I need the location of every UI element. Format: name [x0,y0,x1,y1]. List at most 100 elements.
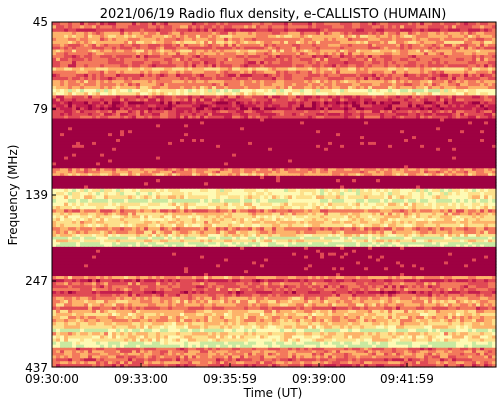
heatmap-cell [184,70,189,75]
heatmap-cell [68,110,73,114]
heatmap-cell [172,86,177,90]
heatmap-cell [300,40,305,45]
heatmap-cell [100,64,105,69]
heatmap-cell [184,43,189,48]
heatmap-cell [128,67,133,72]
heatmap-cell [340,86,345,90]
heatmap-cell [492,86,497,90]
heatmap-cell [308,25,313,30]
heatmap-cell [264,115,269,120]
heatmap-cell [144,92,149,97]
heatmap-cell [236,49,241,53]
heatmap-cell [428,86,433,90]
heatmap-cell [224,83,229,87]
heatmap-cell [456,112,461,117]
heatmap-cell [392,28,397,33]
heatmap-cell [388,112,393,117]
heatmap-cell [76,70,81,75]
heatmap-cell [88,83,93,87]
heatmap-cell [288,92,293,97]
heatmap-cell [472,31,477,36]
heatmap-cell [112,83,117,87]
heatmap-cell [328,55,333,59]
heatmap-cell [268,98,273,103]
heatmap-cell [256,92,261,97]
heatmap-cell [272,31,277,36]
heatmap-cell [216,121,221,125]
heatmap-cell [56,86,61,90]
heatmap-cell [412,67,417,72]
heatmap-cell [468,104,473,109]
heatmap-cell [68,92,73,97]
heatmap-cell [376,118,381,123]
heatmap-cell [368,70,373,75]
heatmap-cell [88,40,93,45]
heatmap-cell [372,73,377,78]
heatmap-cell [52,118,57,123]
heatmap-cell [372,83,377,87]
heatmap-cell [256,115,261,120]
heatmap-cell [296,110,301,114]
heatmap-cell [208,43,213,48]
heatmap-cell [340,70,345,75]
heatmap-cell [324,28,329,33]
heatmap-cell [484,101,489,106]
heatmap-cell [352,89,357,93]
heatmap-cell [448,118,453,123]
heatmap-cell [492,121,497,125]
heatmap-cell [256,52,261,56]
heatmap-cell [260,83,265,87]
heatmap-cell [396,34,401,39]
heatmap-cell [92,104,97,109]
heatmap-cell [104,40,109,45]
heatmap-cell [416,67,421,72]
heatmap-cell [376,83,381,87]
heatmap-cell [112,64,117,69]
heatmap-cell [140,92,145,97]
heatmap-cell [224,52,229,56]
heatmap-cell [336,52,341,56]
heatmap-cell [80,52,85,56]
heatmap-cell [460,49,465,53]
heatmap-cell [212,76,217,81]
heatmap-cell [124,31,129,36]
heatmap-cell [444,61,449,65]
heatmap-cell [136,95,141,100]
heatmap-cell [64,37,69,42]
heatmap-cell [128,73,133,78]
heatmap-cell [440,67,445,72]
heatmap-cell [224,67,229,72]
heatmap-cell [352,25,357,30]
heatmap-cell [424,76,429,81]
heatmap-cell [456,104,461,109]
heatmap-cell [324,49,329,53]
heatmap-cell [292,49,297,53]
heatmap-cell [104,34,109,39]
heatmap-cell [400,49,405,53]
heatmap-cell [392,70,397,75]
heatmap-cell [452,31,457,36]
heatmap-cell [64,57,69,62]
heatmap-cell [88,121,93,125]
heatmap-cell [112,57,117,62]
heatmap-cell [144,76,149,81]
heatmap-cell [360,49,365,53]
heatmap-cell [476,37,481,42]
heatmap-cell [400,73,405,78]
heatmap-cell [96,64,101,69]
heatmap-cell [292,28,297,33]
heatmap-cell [176,110,181,114]
heatmap-cell [288,43,293,48]
heatmap-cell [156,40,161,45]
heatmap-cell [436,40,441,45]
heatmap-cell [420,101,425,106]
heatmap-cell [384,57,389,62]
heatmap-cell [396,64,401,69]
heatmap-cell [380,98,385,103]
heatmap-cell [340,121,345,125]
heatmap-cell [264,95,269,100]
heatmap-cell [208,34,213,39]
heatmap-cell [336,34,341,39]
heatmap-cell [192,89,197,93]
heatmap-cell [56,46,61,51]
